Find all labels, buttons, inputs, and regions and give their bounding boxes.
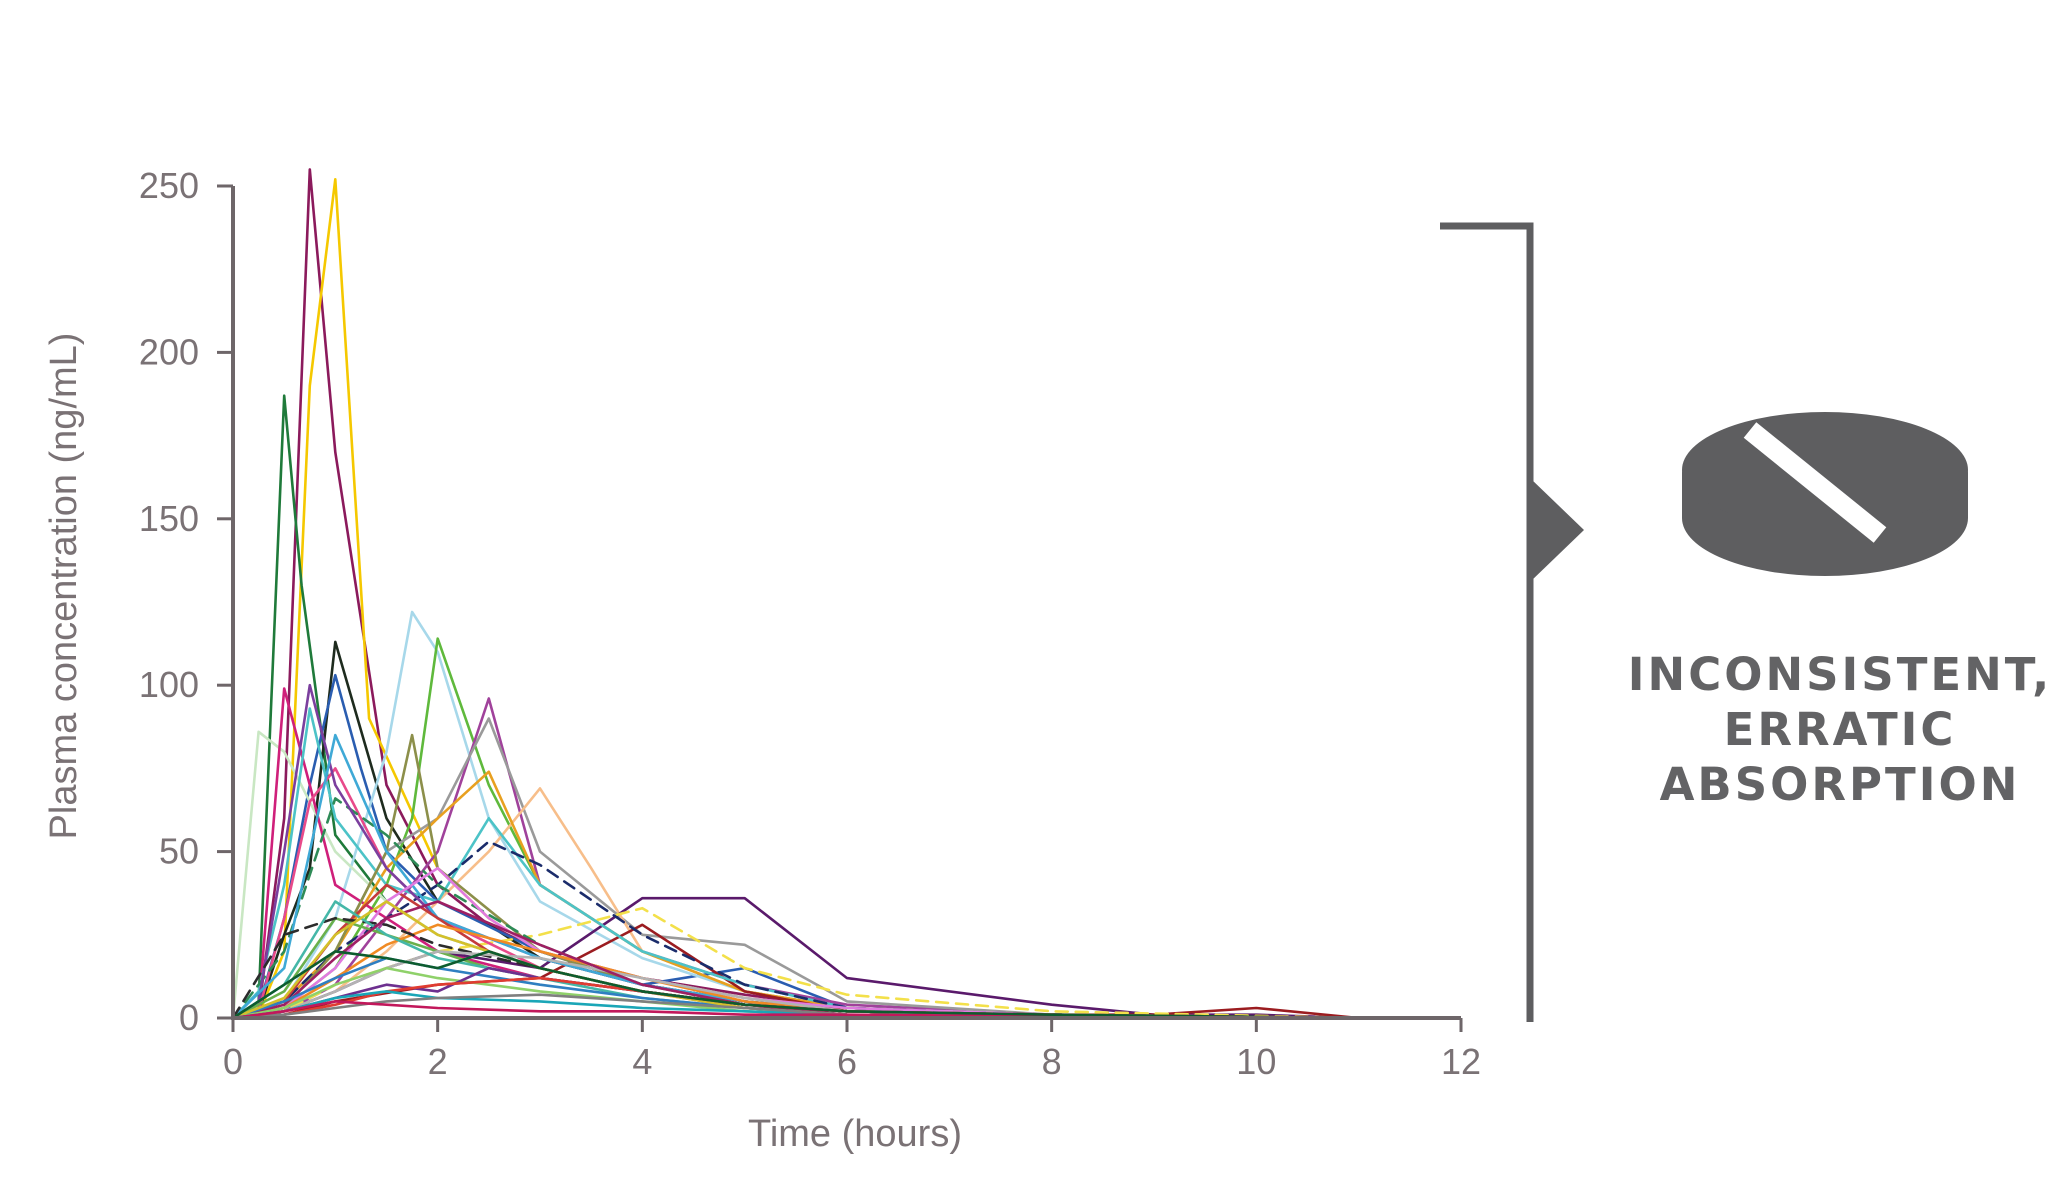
y-tick-label: 0: [179, 997, 199, 1038]
x-tick-label: 8: [1042, 1041, 1062, 1082]
x-tick-label: 4: [632, 1041, 652, 1082]
series-line-17: [231, 707, 1360, 1020]
callout-line-1: INCONSISTENT,: [1628, 648, 2049, 701]
x-axis-title: Time (hours): [748, 1113, 962, 1155]
series-line-19: [231, 767, 1360, 1020]
pointer-arrow: [1530, 478, 1584, 582]
bracket-line: [1440, 222, 1534, 1022]
series-layer: [231, 168, 1360, 1020]
series-line-39: [231, 1000, 1360, 1020]
x-tick-label: 2: [428, 1041, 448, 1082]
x-tick-label: 10: [1236, 1041, 1276, 1082]
series-line-20: [231, 733, 1360, 1020]
callout-line-3: ABSORPTION: [1660, 758, 2021, 811]
series-line-24: [231, 883, 1360, 1020]
callout-group: INCONSISTENT, ERRATIC ABSORPTION: [1440, 222, 2049, 1022]
x-tick-label: 12: [1441, 1041, 1481, 1082]
y-tick-label: 50: [159, 831, 199, 872]
pill-top: [1682, 412, 1968, 528]
y-tick-label: 150: [139, 498, 199, 539]
pill-score-line: [1743, 422, 1887, 543]
callout-line-2: ERRATIC: [1724, 703, 1957, 756]
series-line-9: [231, 730, 1360, 1020]
tick-layer: 0 2 4 6 8 10 12 0 50 100 150 200 250: [139, 165, 1481, 1082]
series-line-16: [231, 906, 1360, 1020]
series-line-40: [231, 950, 1360, 1020]
pill-side: [1682, 468, 1968, 576]
series-line-3: [231, 394, 1360, 1020]
pill-tablet-icon: [1682, 412, 1968, 576]
x-tick-label: 6: [837, 1041, 857, 1082]
y-tick-label: 250: [139, 165, 199, 206]
y-tick-label: 200: [139, 331, 199, 372]
series-line-12: [231, 787, 1360, 1020]
y-tick-label: 100: [139, 664, 199, 705]
y-axis-title: Plasma concentration (ng/mL): [43, 333, 85, 840]
x-tick-label: 0: [223, 1041, 243, 1082]
